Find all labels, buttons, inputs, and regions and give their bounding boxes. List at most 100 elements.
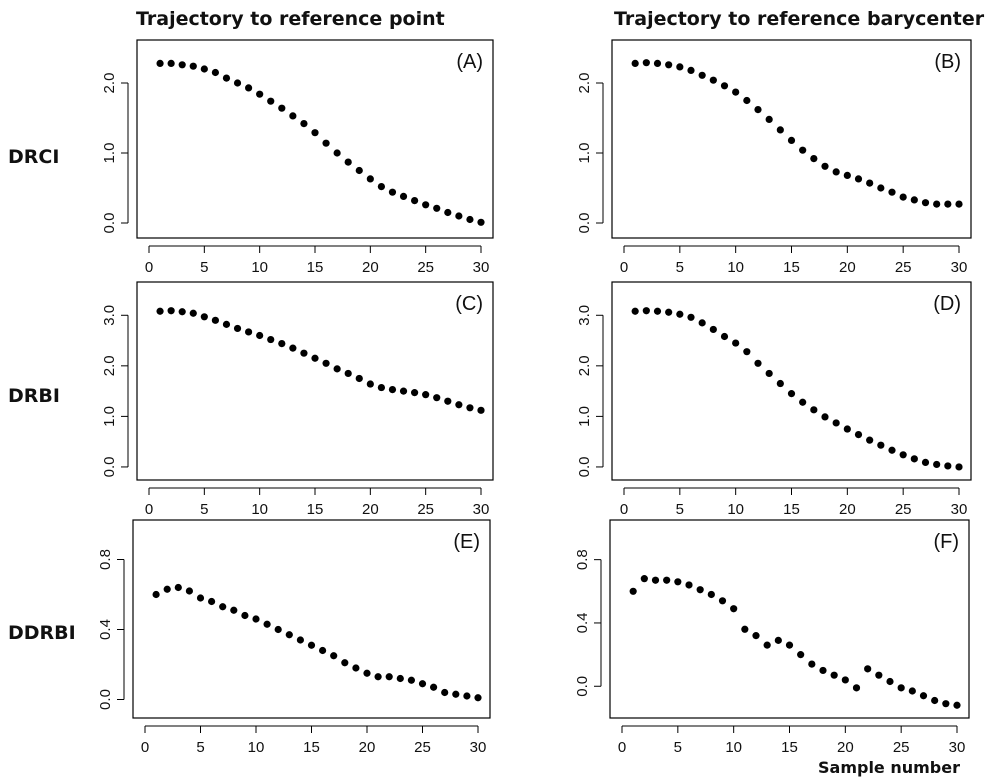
data-point xyxy=(931,696,939,705)
x-tick-label: 25 xyxy=(414,739,431,756)
data-point xyxy=(921,458,930,466)
data-point xyxy=(785,641,794,649)
x-axis-label: Sample number xyxy=(818,758,960,777)
x-tick-label: 0 xyxy=(145,259,153,276)
data-point xyxy=(921,199,930,207)
data-point xyxy=(875,671,883,679)
data-point xyxy=(653,59,662,67)
data-point xyxy=(296,636,304,644)
data-point xyxy=(830,671,838,679)
panel-label: (B) xyxy=(934,51,961,73)
data-point xyxy=(687,66,695,74)
x-tick-label: 10 xyxy=(251,259,268,276)
y-tick-label: 0.0 xyxy=(574,676,591,697)
data-point xyxy=(418,680,427,688)
data-point xyxy=(311,354,319,362)
data-point xyxy=(178,308,186,316)
data-point xyxy=(707,590,715,599)
data-point xyxy=(866,436,874,444)
data-point xyxy=(411,197,419,205)
data-point xyxy=(477,406,485,414)
data-point xyxy=(832,419,840,427)
y-tick-label: 2.0 xyxy=(101,73,118,94)
data-point xyxy=(167,307,175,315)
data-point xyxy=(821,162,829,170)
data-point xyxy=(810,406,818,414)
data-point xyxy=(285,631,293,639)
data-point xyxy=(752,632,760,640)
data-point xyxy=(189,62,197,70)
x-tick-label: 10 xyxy=(725,739,742,756)
data-point xyxy=(300,120,308,128)
x-tick-label: 20 xyxy=(362,259,379,276)
data-point xyxy=(877,184,885,192)
data-point xyxy=(422,201,430,209)
data-point xyxy=(864,665,872,673)
data-point xyxy=(653,307,662,315)
data-point xyxy=(955,200,963,208)
x-tick-label: 25 xyxy=(895,501,912,518)
data-point xyxy=(709,76,717,84)
data-point xyxy=(651,576,660,584)
data-point xyxy=(374,673,382,681)
data-point xyxy=(843,425,851,433)
data-point xyxy=(208,597,216,606)
x-tick-label: 20 xyxy=(359,739,376,756)
data-point xyxy=(396,674,404,683)
y-tick-label: 0.0 xyxy=(101,457,118,478)
data-point xyxy=(452,690,460,698)
data-point xyxy=(152,590,160,599)
panel-c: 0 5 10 15 20 25 30 0.0 1.0 2.0 3.0 (C) xyxy=(101,281,494,518)
data-point xyxy=(256,331,264,340)
y-tick-label: 3.0 xyxy=(101,305,118,326)
data-point xyxy=(819,666,827,675)
data-point xyxy=(341,659,349,667)
x-tick-label: 25 xyxy=(417,259,434,276)
x-tick-label: 15 xyxy=(303,739,320,756)
data-point xyxy=(388,385,397,394)
data-point xyxy=(665,308,673,316)
x-tick-label: 5 xyxy=(676,259,684,276)
data-point xyxy=(211,316,219,324)
data-point xyxy=(663,576,671,584)
data-point xyxy=(810,155,818,163)
data-point xyxy=(330,652,338,660)
column-title-right: Trajectory to reference barycenter xyxy=(614,8,985,30)
data-point xyxy=(363,669,371,677)
data-point xyxy=(955,463,963,471)
data-point xyxy=(799,146,807,154)
x-tick-label: 10 xyxy=(727,259,744,276)
x-tick-label: 25 xyxy=(417,501,434,518)
data-point xyxy=(897,684,905,692)
x-tick-label: 10 xyxy=(248,739,265,756)
data-point xyxy=(463,692,471,700)
y-tick-label: 0.4 xyxy=(574,613,591,634)
data-point xyxy=(444,397,452,405)
data-point xyxy=(233,79,242,87)
x-tick-label: 30 xyxy=(949,739,966,756)
data-point xyxy=(377,183,385,191)
data-point xyxy=(765,115,773,123)
data-point xyxy=(787,136,796,144)
y-tick-label: 0.0 xyxy=(576,457,593,478)
data-point xyxy=(888,446,896,454)
data-point xyxy=(433,394,441,402)
data-point xyxy=(754,106,762,114)
data-point xyxy=(399,192,408,200)
y-tick-label: 3.0 xyxy=(576,305,593,326)
data-point xyxy=(687,313,695,321)
panel-f: 0 5 10 15 20 25 30 0.0 0.4 0.8 (F) xyxy=(574,519,970,756)
data-point xyxy=(910,455,918,463)
x-tick-label: 0 xyxy=(141,739,149,756)
x-tick-label: 25 xyxy=(893,739,910,756)
row-label-ddrbi: DDRBI xyxy=(8,622,76,644)
data-point xyxy=(899,193,907,201)
data-point xyxy=(933,200,941,208)
panel-d: 0 5 10 15 20 25 30 0.0 1.0 2.0 3.0 (D) xyxy=(576,281,972,518)
data-point xyxy=(430,683,438,691)
y-tick-label: 1.0 xyxy=(576,143,593,164)
x-tick-label: 30 xyxy=(473,501,490,518)
data-point xyxy=(866,179,874,187)
data-point xyxy=(200,65,208,73)
data-point xyxy=(355,166,363,175)
